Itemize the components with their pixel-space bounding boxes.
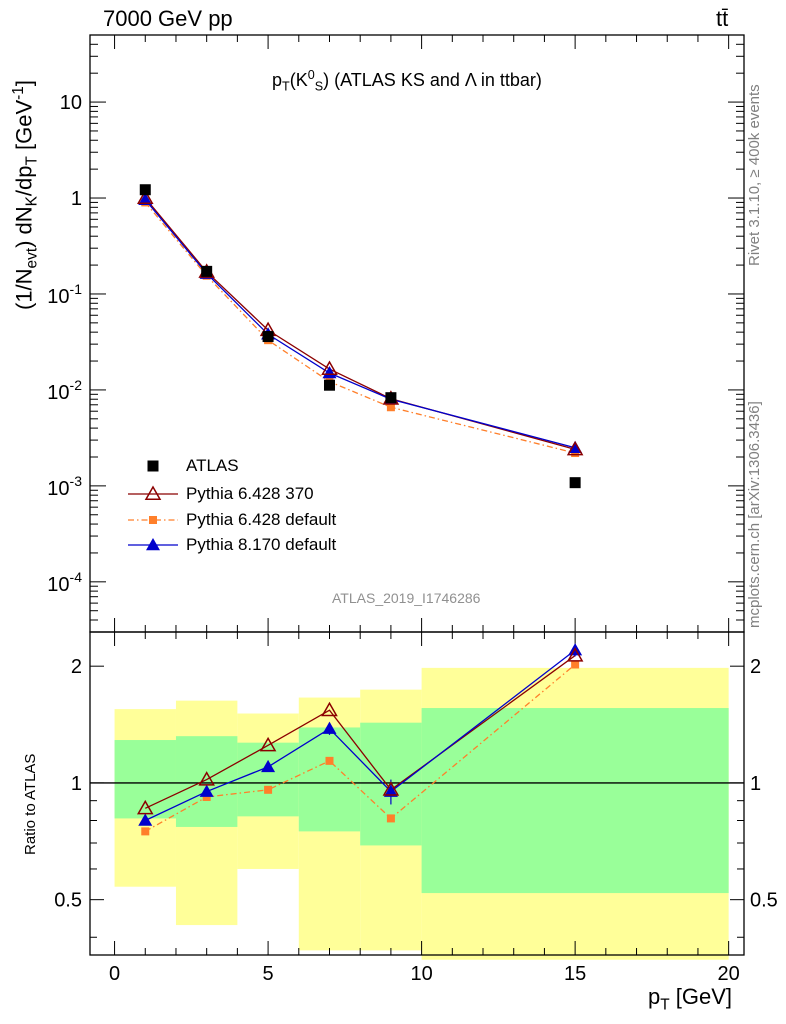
ratio-band-inner <box>175 736 238 827</box>
ratio-series-line <box>144 664 576 832</box>
ratio-data-point <box>571 660 580 669</box>
x-tick-label: 10 <box>410 963 432 985</box>
x-tick-label: 5 <box>263 963 274 985</box>
ratio-data-point <box>383 784 398 797</box>
ratio-data-point <box>321 701 338 717</box>
ratio-data-point <box>136 799 154 815</box>
ratio-panel: 0 5 10 15 20 0.5 0.5 1 1 2 2 <box>54 631 778 985</box>
ratio-data-point <box>386 814 395 823</box>
legend-marker <box>147 460 159 472</box>
main-y-tick-label: 10-1 <box>47 281 82 308</box>
main-series-line <box>144 197 576 451</box>
ratio-data-point <box>198 771 215 786</box>
x-tick-label: 20 <box>718 963 740 985</box>
ratio-y-tick-label: 2 <box>71 656 82 678</box>
ratio-series-line <box>144 649 576 822</box>
header-process-label: tt̄ <box>716 6 729 31</box>
main-panel: 10 1 10-1 10-2 10-3 10-4 <box>47 34 745 633</box>
ratio-data-point <box>382 781 400 796</box>
mcplots-label: mcplots.cern.ch [arXiv:1306.3436] <box>746 401 763 628</box>
main-series-line <box>144 201 576 454</box>
plot-title: pT(K0S) (ATLAS KS and Λ in ttbar) <box>272 68 542 94</box>
atlas-data-point <box>139 184 151 196</box>
ratio-data-point <box>566 647 584 662</box>
atlas-data-point <box>201 265 213 277</box>
ratio-band-inner <box>421 708 729 894</box>
main-data-point <box>322 366 337 379</box>
ratio-band-inner <box>114 740 176 819</box>
legend-label-pythia6-default: Pythia 6.428 default <box>186 510 337 529</box>
legend-label-atlas: ATLAS <box>186 456 239 475</box>
ratio-y-tick-label: 0.5 <box>54 890 82 912</box>
main-data-point <box>571 449 580 458</box>
ratio-data-point <box>141 827 150 836</box>
atlas-data-point <box>569 477 581 489</box>
main-data-point <box>138 192 153 205</box>
main-y-tick-label: 10-3 <box>47 473 82 500</box>
rivet-version-label: Rivet 3.1.10, ≥ 400k events <box>746 84 763 266</box>
ratio-band-inner <box>237 742 299 817</box>
ratio-frame <box>89 631 745 956</box>
main-series-line <box>144 199 576 449</box>
ratio-y-axis-label: Ratio to ATLAS <box>22 753 39 855</box>
atlas-data-point <box>323 379 335 391</box>
main-y-tick-label: 10 <box>60 92 82 114</box>
analysis-watermark: ATLAS_2019_I1746286 <box>332 590 481 606</box>
x-tick-label: 15 <box>564 963 586 985</box>
ratio-data-point <box>322 721 337 734</box>
legend-marker <box>149 516 157 524</box>
x-tick-label: 0 <box>109 963 120 985</box>
legend-marker <box>146 538 160 551</box>
ratio-data-point <box>325 756 334 765</box>
header-energy-label: 7000 GeV pp <box>103 6 233 31</box>
main-data-point <box>566 440 584 456</box>
main-y-tick-label: 10-4 <box>47 569 82 596</box>
ratio-data-point <box>138 813 153 826</box>
ratio-band-inner <box>298 727 361 832</box>
main-data-point <box>321 360 338 376</box>
ratio-data-point <box>261 759 276 773</box>
main-data-point <box>136 189 154 205</box>
main-y-axis-label: (1/Nevt) dNK/dpT [GeV-1] <box>10 80 41 310</box>
ratio-data-point <box>259 736 277 752</box>
ratio-data-point <box>264 785 273 794</box>
main-y-tick-label: 10-2 <box>47 377 82 404</box>
ratio-y-tick-label-right: 1 <box>750 773 761 795</box>
ratio-y-tick-label-right: 0.5 <box>750 890 778 912</box>
ratio-y-tick-label: 1 <box>71 773 82 795</box>
ratio-data-point <box>199 784 214 797</box>
main-data-point <box>386 403 395 412</box>
x-axis-label: pT [GeV] <box>648 984 733 1014</box>
ratio-y-tick-label-right: 2 <box>750 656 761 678</box>
atlas-data-point <box>262 331 274 343</box>
legend-label-pythia6-370: Pythia 6.428 370 <box>186 484 314 503</box>
legend-marker <box>144 485 162 500</box>
legend-label-pythia8-default: Pythia 8.170 default <box>186 535 337 554</box>
atlas-data-point <box>385 392 397 404</box>
ratio-data-point <box>202 792 211 801</box>
main-y-tick-label: 1 <box>71 188 82 210</box>
